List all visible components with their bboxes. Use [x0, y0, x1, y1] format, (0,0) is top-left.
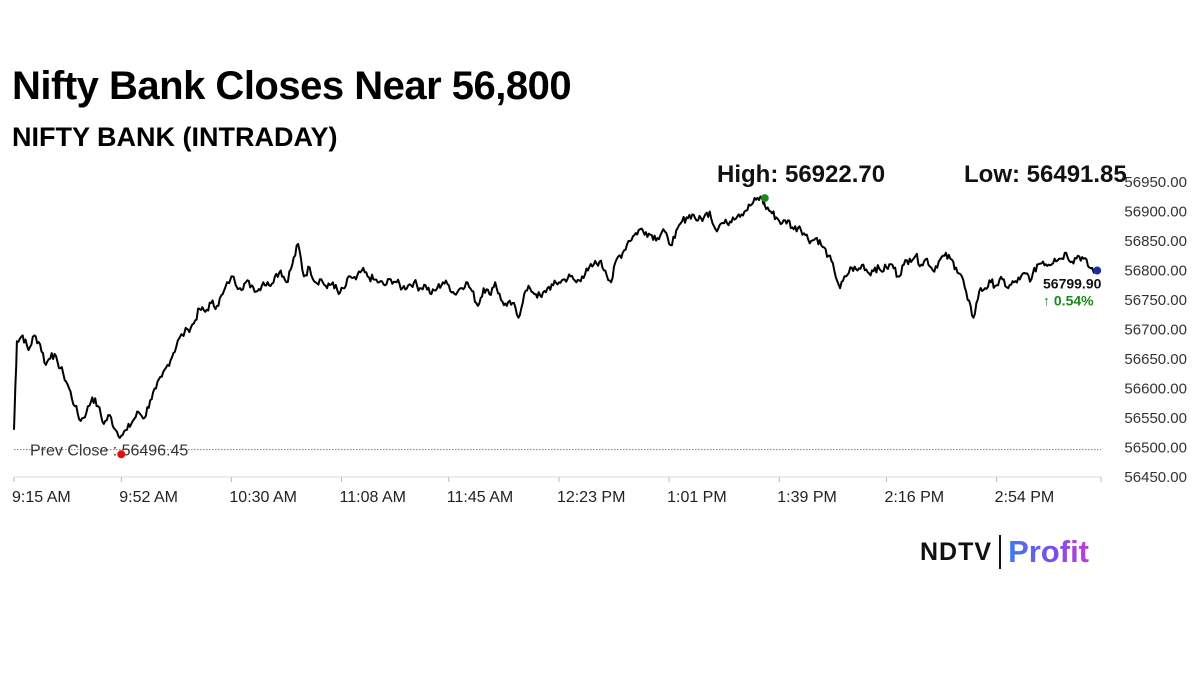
- headline: Nifty Bank Closes Near 56,800: [12, 64, 572, 108]
- y-axis-ticks: 56950.00 56900.00 56850.00 56800.00 56750.00…: [1124, 174, 1187, 486]
- close-marker: [1093, 266, 1102, 275]
- y-tick-label: 56550.00: [1124, 410, 1187, 427]
- x-tick-label: 11:45 AM: [447, 489, 513, 506]
- y-tick-label: 56650.00: [1124, 351, 1187, 368]
- y-tick-label: 56600.00: [1124, 381, 1187, 398]
- x-axis-ticks: 9:15 AM 9:52 AM 10:30 AM 11:08 AM 11:45 AM 12…: [12, 477, 1102, 506]
- logo-ndtv: NDTV: [920, 537, 993, 566]
- high-label: High: 56922.70: [717, 161, 885, 188]
- x-tick-label: 12:23 PM: [557, 489, 625, 506]
- x-tick-label: 1:39 PM: [777, 489, 837, 506]
- y-tick-label: 56450.00: [1124, 469, 1187, 486]
- last-value-label: 56799.90: [1043, 276, 1102, 292]
- change-label: ↑ 0.54%: [1043, 293, 1094, 309]
- prev-close-label: Prev Close : 56496.45: [30, 443, 188, 460]
- x-tick-label: 10:30 AM: [229, 489, 297, 506]
- x-tick-label: 9:15 AM: [12, 489, 71, 506]
- chart-title: NIFTY BANK (INTRADAY): [12, 122, 338, 152]
- x-tick-label: 9:52 AM: [119, 489, 178, 506]
- x-tick-label: 2:54 PM: [995, 489, 1055, 506]
- y-tick-label: 56500.00: [1124, 440, 1187, 457]
- high-marker: [760, 194, 769, 203]
- logo-profit: Profit: [1008, 534, 1089, 569]
- low-marker: [117, 450, 126, 459]
- y-tick-label: 56950.00: [1124, 174, 1187, 191]
- low-label: Low: 56491.85: [964, 161, 1127, 188]
- x-tick-label: 2:16 PM: [884, 489, 944, 506]
- price-line: [13, 195, 1097, 439]
- logo-separator: [999, 535, 1002, 569]
- ndtv-profit-logo: NDTV Profit: [920, 532, 1089, 572]
- y-tick-label: 56750.00: [1124, 292, 1187, 309]
- y-tick-label: 56850.00: [1124, 233, 1187, 250]
- x-tick-label: 11:08 AM: [340, 489, 406, 506]
- y-tick-label: 56800.00: [1124, 263, 1187, 280]
- x-tick-label: 1:01 PM: [667, 489, 727, 506]
- y-tick-label: 56700.00: [1124, 322, 1187, 339]
- y-tick-label: 56900.00: [1124, 204, 1187, 221]
